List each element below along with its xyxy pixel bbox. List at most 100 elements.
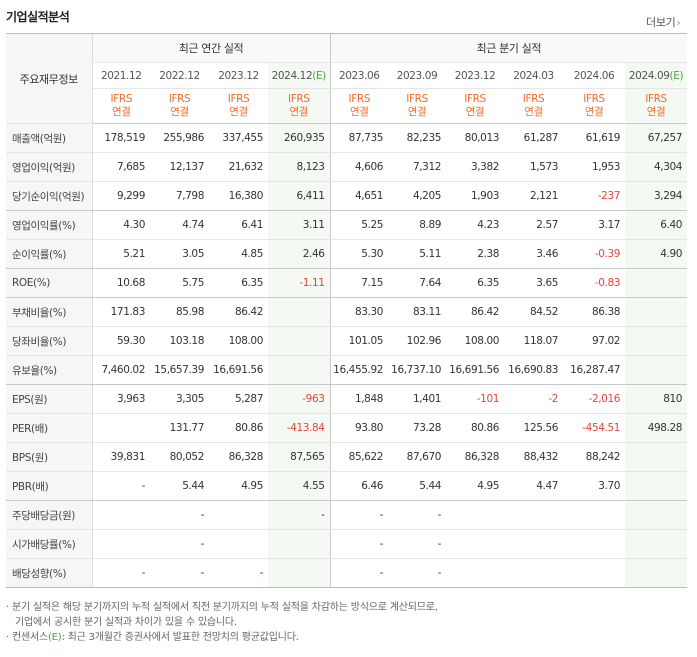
data-cell: 171.83: [91, 297, 150, 327]
ifrs-label: IFRS: [227, 93, 250, 105]
data-cell: 84.52: [504, 297, 564, 327]
basis-label: 연결: [584, 106, 604, 118]
period-header: 2022.12: [150, 62, 209, 89]
period-header: 2023.12: [446, 62, 505, 89]
data-cell: 80,013: [446, 123, 505, 153]
data-cell: 83.30: [329, 297, 389, 327]
period-header: 2024.09(E): [625, 62, 688, 89]
period-header: 2021.12: [91, 62, 150, 89]
data-cell: 498.28: [625, 413, 688, 443]
data-cell: [504, 500, 564, 530]
data-cell: -: [91, 471, 150, 501]
data-cell: 255,986: [150, 123, 209, 153]
data-cell: 108.00: [209, 326, 268, 356]
ifrs-label: IFRS: [348, 93, 371, 105]
data-cell: 4,651: [329, 181, 389, 211]
data-cell: 102.96: [388, 326, 447, 356]
data-cell: -: [388, 558, 447, 588]
data-cell: 125.56: [504, 413, 564, 443]
period-label: 2024.06: [573, 69, 615, 82]
data-cell: [625, 355, 688, 385]
footnote-1: · 분기 실적은 해당 분기까지의 누적 실적에서 직전 분기까지의 누적 실적…: [6, 602, 438, 613]
data-cell: [209, 529, 268, 559]
data-cell: 1,401: [388, 384, 447, 414]
data-cell: [563, 529, 626, 559]
data-cell: 5.30: [329, 239, 389, 269]
row-label: 당좌비율(%): [6, 326, 92, 356]
data-cell: 7,312: [388, 152, 447, 182]
ifrs-header: IFRS 연결: [625, 88, 688, 124]
estimate-mark: (E): [47, 632, 62, 643]
data-cell: 118.07: [504, 326, 564, 356]
data-cell: 39,831: [91, 442, 150, 472]
data-cell: [504, 529, 564, 559]
data-cell: 85.98: [150, 297, 209, 327]
data-cell: [446, 558, 505, 588]
data-cell: 86.42: [446, 297, 505, 327]
row-label: BPS(원): [6, 442, 92, 472]
row-header-label: 주요재무정보: [6, 33, 92, 124]
data-cell: 3.11: [268, 210, 331, 240]
data-cell: 3,294: [625, 181, 688, 211]
data-cell: 101.05: [329, 326, 389, 356]
data-cell: 7,798: [150, 181, 209, 211]
data-cell: 1,953: [563, 152, 626, 182]
table-row: PER(배) 131.77 80.86 -413.84 93.80 73.28 80.86 1…: [6, 413, 688, 443]
row-label: PBR(배): [6, 471, 92, 501]
data-cell: 67,257: [625, 123, 688, 153]
period-label: 2023.06: [338, 69, 380, 82]
table-row: 배당성향(%) - - - - -: [6, 558, 688, 588]
data-cell: -: [91, 558, 150, 588]
data-cell: 86.38: [563, 297, 626, 327]
data-cell: -2,016: [563, 384, 626, 414]
data-cell: 3.70: [563, 471, 626, 501]
data-cell: [446, 529, 505, 559]
data-cell: [563, 500, 626, 530]
data-cell: 3.46: [504, 239, 564, 269]
basis-label: 연결: [229, 106, 248, 118]
row-label: 영업이익률(%): [6, 210, 92, 240]
data-cell: 2.46: [268, 239, 331, 269]
period-header: 2024.03: [504, 62, 564, 89]
ifrs-header: IFRS 연결: [504, 88, 564, 124]
data-cell: -: [268, 500, 331, 530]
data-cell: 3.65: [504, 268, 564, 298]
data-cell: [563, 558, 626, 588]
row-label: 매출액(억원): [6, 123, 92, 153]
data-cell: 87,735: [329, 123, 389, 153]
data-cell: 3.05: [150, 239, 209, 269]
table-row: 당좌비율(%) 59.30 103.18 108.00 101.05 102.96 108.…: [6, 326, 688, 356]
data-cell: 87,670: [388, 442, 447, 472]
ifrs-label: IFRS: [464, 93, 486, 105]
row-label: ROE(%): [6, 268, 92, 298]
period-label: 2022.12: [159, 69, 200, 82]
footnote-1-cont: 기업에서 공시한 분기 실적과 차이가 있을 수 있습니다.: [15, 617, 237, 628]
data-cell: 4.30: [91, 210, 150, 240]
basis-label: 연결: [646, 106, 666, 118]
data-cell: 5.75: [150, 268, 209, 298]
data-cell: 16,380: [209, 181, 268, 211]
period-label: 2021.12: [100, 69, 142, 82]
footnote-2: · 컨센서스(E): 최근 3개월간 증권사에서 발표한 전망치의 평균값입니다…: [6, 630, 438, 645]
ifrs-header: IFRS 연결: [388, 88, 447, 124]
annual-group-header: 최근 연간 실적: [91, 33, 331, 63]
data-cell: 810: [625, 384, 688, 414]
data-cell: -: [388, 529, 447, 559]
period-header: 2023.09: [388, 62, 447, 89]
footnote-2-text: : 최근 3개월간 증권사에서 발표한 전망치의 평균값입니다.: [61, 632, 299, 643]
table-row: 주당배당금(원) - - - -: [6, 500, 688, 530]
table-row: PBR(배) -5.44 4.95 4.55 6.46 5.44 4.95 4.47 3.70: [6, 471, 688, 501]
more-link[interactable]: 더보기›: [646, 14, 680, 30]
data-cell: 83.11: [388, 297, 447, 327]
data-cell: 6,411: [268, 181, 331, 211]
table-row: EPS(원) 3,963 3,305 5,287 -963 1,848 1,401 -101-…: [6, 384, 688, 414]
data-cell: 5.25: [329, 210, 389, 240]
basis-label: 연결: [170, 106, 189, 118]
data-cell: 9,299: [91, 181, 150, 211]
period-header: 2023.06: [329, 62, 389, 89]
basis-label: 연결: [289, 106, 309, 118]
data-cell: 93.80: [329, 413, 389, 443]
row-label: PER(배): [6, 413, 92, 443]
period-header: 2023.12: [209, 62, 268, 89]
row-label: 시가배당률(%): [6, 529, 92, 559]
